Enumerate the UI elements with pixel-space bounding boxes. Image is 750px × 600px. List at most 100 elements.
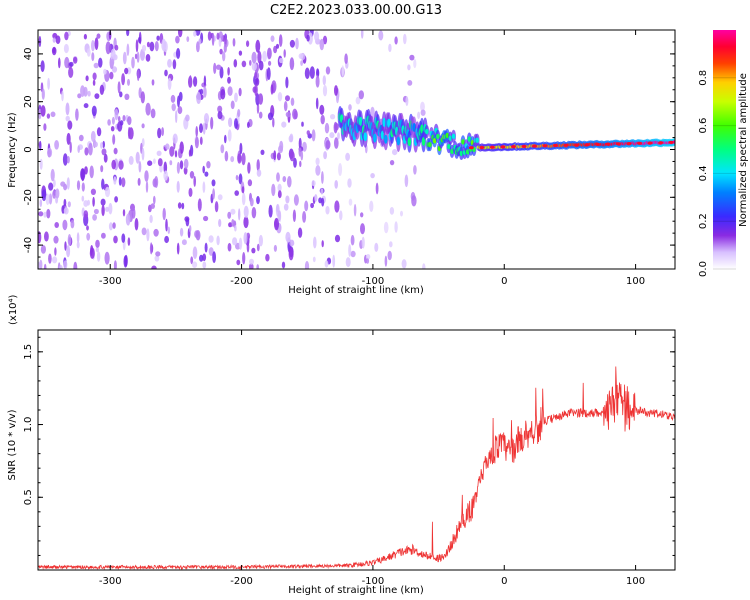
spectrogram-noise-cell	[157, 158, 163, 167]
spectrogram-noise-cell	[295, 37, 299, 50]
spectrogram-noise-cell	[164, 69, 168, 77]
spectrogram-peak	[563, 143, 569, 147]
spectrogram-noise-cell	[70, 219, 75, 229]
spectrogram-noise-cell	[54, 247, 57, 256]
spectrogram-peak	[668, 140, 674, 144]
spectrogram-noise-cell	[285, 195, 290, 204]
spectrogram-noise-cell	[151, 79, 155, 86]
spectrogram-noise-cell	[109, 71, 114, 80]
spectrogram-peak	[511, 145, 516, 149]
spectrogram-noise-cell	[249, 60, 252, 66]
spectrogram-noise-cell	[224, 134, 227, 144]
colorbar: 0.0 0.2 0.4 0.6 0.8 Normalized spectral ampl…	[698, 30, 749, 277]
spectrogram-noise-cell	[320, 114, 325, 125]
spectrogram-noise-cell	[227, 86, 233, 96]
spectrogram-noise-cell	[353, 204, 357, 217]
spectrogram-noise-cell	[292, 108, 298, 120]
spectrogram-noise-cell	[403, 33, 407, 45]
spectrogram-noise-cell	[232, 237, 238, 246]
spectrogram-noise-cell	[195, 126, 198, 137]
spectrogram-noise-cell	[302, 211, 307, 223]
spectrogram-noise-cell	[118, 160, 124, 170]
spectrogram-noise-cell	[65, 115, 70, 122]
spectrogram-noise-cell	[189, 171, 195, 179]
spectrogram-noise-cell	[128, 155, 134, 165]
spectrogram-noise-cell	[268, 204, 273, 218]
spectrogram-noise-cell	[350, 234, 355, 246]
spectrogram-noise-cell	[321, 240, 324, 248]
spectrogram-noise-cell	[407, 80, 413, 86]
spectrogram-noise-cell	[161, 38, 167, 52]
spectrogram-noise-cell	[131, 56, 135, 69]
spectrogram-noise-cell	[103, 68, 107, 75]
spectrogram-noise-cell	[152, 178, 158, 188]
spectrogram-line-core	[428, 141, 432, 148]
spectrogram-noise-cell	[232, 38, 236, 47]
spectrogram-noise-cell	[39, 140, 42, 151]
spectrogram-noise-cell	[124, 93, 130, 101]
spectrogram-noise-cell	[222, 51, 226, 62]
spectrogram-noise-cell	[193, 30, 197, 37]
spectrogram-noise-cell	[361, 236, 365, 249]
spectrogram-noise-cell	[283, 49, 286, 58]
spectrogram-noise-cell	[338, 163, 343, 176]
spectrogram-noise-cell	[392, 149, 398, 156]
spectrogram-noise-cell	[122, 51, 127, 65]
spectrogram-noise-cell	[298, 137, 302, 150]
spectrogram-noise-cell	[64, 241, 67, 251]
spectrogram-noise-cell	[237, 153, 242, 164]
spectrogram-noise-cell	[210, 116, 214, 130]
spectrogram-noise-cell	[164, 235, 170, 244]
spectrogram-peak	[479, 145, 485, 150]
spectrogram-noise-cell	[212, 188, 216, 200]
spectrogram-noise-cell	[84, 147, 89, 156]
spectrogram-noise-cell	[45, 193, 50, 206]
spectrogram-noise-cell	[101, 178, 105, 190]
spectrogram-noise-cell	[273, 244, 277, 252]
spectrogram-noise-cell	[199, 88, 204, 95]
spectrogram-noise-cell	[279, 140, 284, 152]
spectrogram-noise-cell	[409, 54, 415, 61]
spectrogram-noise-cell	[66, 156, 70, 164]
spectrogram-noise-cell	[325, 140, 331, 150]
spectrogram-noise-cell	[186, 36, 190, 42]
spectrogram-line-core	[467, 136, 472, 142]
spectrogram-line-core	[407, 137, 412, 147]
spectrogram-noise-cell	[277, 190, 282, 199]
y-tick-label: 40	[23, 48, 34, 61]
spectrogram-noise-cell	[83, 33, 87, 40]
spectrogram-noise-cell	[243, 205, 249, 218]
spectrogram-noise-cell	[119, 91, 123, 98]
spectrogram-noise-cell	[260, 149, 265, 155]
spectrogram-noise-cell	[65, 102, 70, 116]
spectrogram-noise-cell	[196, 91, 202, 104]
snr-y-multiplier: (x10⁴)	[8, 294, 19, 325]
spectrogram-noise-cell	[66, 245, 71, 258]
spectrogram-noise-cell	[177, 106, 183, 115]
spectrogram-noise-cell	[268, 60, 272, 66]
spectrogram-noise-cell	[299, 160, 302, 168]
spectrogram-noise-cell	[122, 209, 126, 217]
spectrogram-line-core	[447, 143, 451, 150]
spectrogram-noise-cell	[114, 196, 118, 203]
spectrogram-noise-cell	[206, 161, 211, 169]
spectrogram-noise-cell	[63, 207, 69, 215]
spectrogram-noise-cell	[110, 58, 115, 66]
spectrogram-noise-cell	[159, 164, 163, 173]
spectrogram-noise-cell	[124, 67, 129, 75]
spectrogram-noise-cell	[107, 119, 111, 126]
spectrogram-line-core	[451, 133, 456, 139]
x-tick-label: 0	[501, 576, 507, 587]
spectrogram-noise-cell	[90, 188, 96, 195]
spectrogram-noise-cell	[43, 263, 47, 269]
spectrogram-noise-cell	[153, 158, 156, 164]
spectrogram-noise-cell	[413, 58, 417, 69]
spectrogram-noise-cell	[374, 242, 379, 252]
spectrogram-x-ticks: -300 -200 -100 0 100	[99, 30, 645, 287]
spectrogram-noise-cell	[348, 244, 352, 257]
colorbar-tick-label: 0.8	[698, 70, 709, 86]
spectrogram-noise-cell	[165, 218, 168, 232]
spectrogram-noise-cell	[304, 200, 309, 212]
spectrogram-noise-cell	[375, 182, 379, 195]
